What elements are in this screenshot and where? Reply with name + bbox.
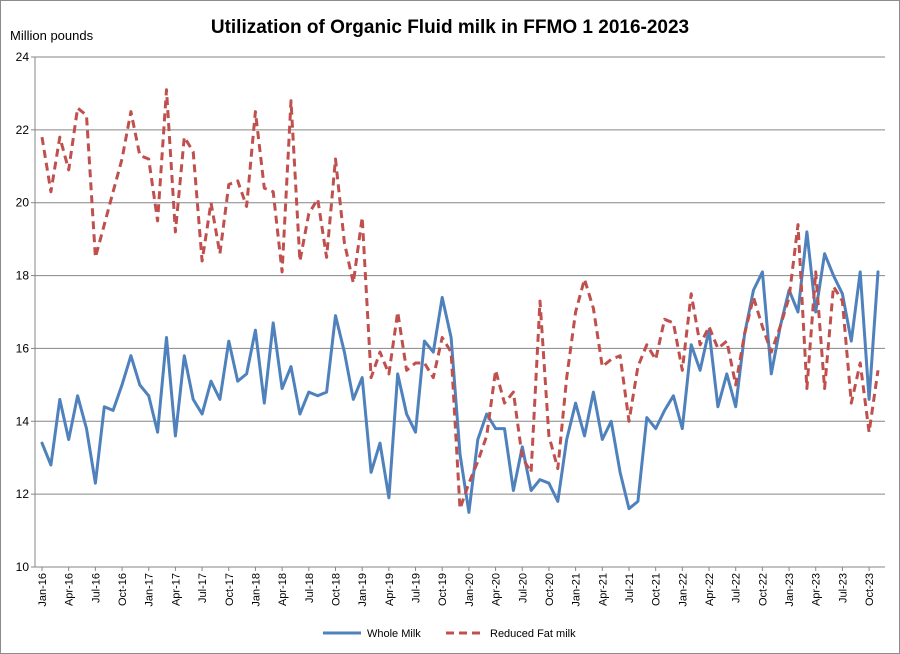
x-tick-label: Apr-22 xyxy=(704,573,716,606)
x-tick-label: Oct-17 xyxy=(224,573,236,606)
x-tick-label: Jul-16 xyxy=(90,573,102,603)
x-tick-label: Oct-21 xyxy=(651,573,663,606)
x-tick-label: Apr-20 xyxy=(491,573,503,606)
x-tick-label: Jan-17 xyxy=(144,573,156,607)
x-tick-label: Oct-23 xyxy=(864,573,876,606)
legend-label: Whole Milk xyxy=(367,628,421,640)
x-tick-label: Jan-19 xyxy=(357,573,369,607)
x-tick-label: Oct-19 xyxy=(437,573,449,606)
y-tick-label: 22 xyxy=(16,123,30,137)
x-tick-label: Jul-17 xyxy=(197,573,209,603)
x-tick-label: Apr-18 xyxy=(277,573,289,606)
legend: Whole Milk Reduced Fat milk xyxy=(323,628,576,640)
x-tick-label: Jul-23 xyxy=(837,573,849,603)
y-tick-label: 20 xyxy=(16,196,30,210)
x-tick-label: Jul-21 xyxy=(624,573,636,603)
x-tick-label: Oct-22 xyxy=(757,573,769,606)
x-tick-label: Jan-23 xyxy=(784,573,796,607)
x-tick-label: Oct-18 xyxy=(330,573,342,606)
y-tick-label: 14 xyxy=(16,414,30,428)
x-tick-label: Jan-18 xyxy=(250,573,262,607)
legend-label: Reduced Fat milk xyxy=(490,628,576,640)
x-tick-label: Apr-16 xyxy=(64,573,76,606)
x-tick-label: Jul-19 xyxy=(411,573,423,603)
x-tick-label: Oct-16 xyxy=(117,573,129,606)
x-tick-label: Apr-17 xyxy=(170,573,182,606)
y-axis-ticks: 10 12 14 16 18 20 22 24 xyxy=(16,50,35,574)
x-tick-label: Jan-21 xyxy=(571,573,583,607)
x-tick-label: Jan-16 xyxy=(37,573,49,607)
x-tick-label: Jul-20 xyxy=(517,573,529,603)
x-tick-label: Apr-19 xyxy=(384,573,396,606)
y-tick-label: 16 xyxy=(16,341,30,355)
y-tick-label: 10 xyxy=(16,560,30,574)
series-line-reduced-fat-milk xyxy=(40,88,880,511)
x-tick-label: Jul-22 xyxy=(731,573,743,603)
x-tick-label: Jan-22 xyxy=(677,573,689,607)
y-tick-label: 18 xyxy=(16,269,30,283)
series-line-whole-milk xyxy=(40,230,880,514)
x-tick-label: Apr-23 xyxy=(811,573,823,606)
gridlines xyxy=(35,56,885,495)
chart-title: Utilization of Organic Fluid milk in FFM… xyxy=(211,17,689,38)
series-lines xyxy=(40,88,880,514)
y-tick-label: 12 xyxy=(16,487,30,501)
y-tick-label: 24 xyxy=(16,50,30,64)
x-tick-label: Apr-21 xyxy=(597,573,609,606)
x-axis-ticks: Jan-16 Apr-16 Jul-16 Oct-16 Jan-17 Apr-17 Jul-… xyxy=(37,567,876,607)
x-tick-label: Jul-18 xyxy=(304,573,316,603)
x-tick-label: Jan-20 xyxy=(464,573,476,607)
y-axis-unit-label: Million pounds xyxy=(10,28,94,43)
axes xyxy=(34,57,885,568)
x-tick-label: Oct-20 xyxy=(544,573,556,606)
